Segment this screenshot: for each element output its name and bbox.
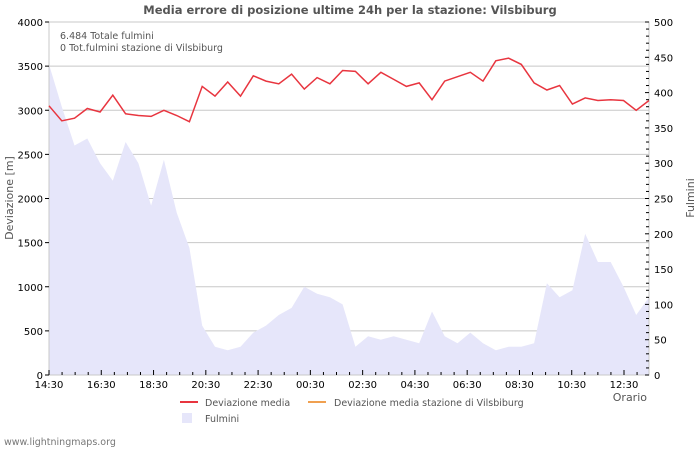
footer-link[interactable]: www.lightningmaps.org [4,437,116,448]
svg-text:16:30: 16:30 [87,380,116,391]
svg-text:18:30: 18:30 [139,380,168,391]
svg-text:2500: 2500 [18,150,43,161]
svg-text:400: 400 [654,89,673,100]
svg-text:08:30: 08:30 [505,380,534,391]
svg-text:250: 250 [654,195,673,206]
svg-text:3500: 3500 [18,62,43,73]
legend-label-station: Deviazione media stazione di Vilsbiburg [334,398,524,409]
legend-label-deviazione: Deviazione media [205,398,290,409]
svg-text:2000: 2000 [18,195,43,206]
svg-text:06:30: 06:30 [453,380,482,391]
svg-text:150: 150 [654,265,673,276]
svg-text:450: 450 [654,53,673,64]
svg-text:14:30: 14:30 [35,380,64,391]
svg-text:10:30: 10:30 [557,380,586,391]
svg-text:12:30: 12:30 [610,380,639,391]
y2-axis-title: Fulmini [684,178,697,218]
svg-text:0: 0 [37,371,43,382]
legend: Deviazione media Deviazione media stazio… [180,398,524,425]
x-axis: 14:30 16:30 18:30 20:30 22:30 00:30 02:30 04:30… [35,370,639,391]
chart-title: Media errore di posizione ultime 24h per… [143,3,557,17]
right-y-axis: 0 50 100 150 200 250 300 350 400 450 500 [645,18,673,382]
x-axis-title: Orario [613,391,648,404]
svg-text:22:30: 22:30 [244,380,273,391]
fulmini-area [49,64,649,376]
svg-text:200: 200 [654,230,673,241]
deviazione-line [48,57,650,123]
svg-text:04:30: 04:30 [400,380,429,391]
svg-text:00:30: 00:30 [296,380,325,391]
legend-label-fulmini: Fulmini [205,414,239,425]
svg-text:4000: 4000 [18,18,43,29]
svg-text:3000: 3000 [18,106,43,117]
total-strikes-annotation: 6.484 Totale fulmini [60,31,154,42]
svg-text:0: 0 [654,371,660,382]
svg-text:500: 500 [24,327,43,338]
svg-text:02:30: 02:30 [348,380,377,391]
svg-text:1500: 1500 [18,239,43,250]
svg-text:100: 100 [654,300,673,311]
station-strikes-annotation: 0 Tot.fulmini stazione di Vilsbiburg [60,43,223,54]
svg-text:300: 300 [654,159,673,170]
svg-text:500: 500 [654,18,673,29]
svg-text:1000: 1000 [18,283,43,294]
svg-text:350: 350 [654,124,673,135]
left-y-axis: 0 500 1000 1500 2000 2500 3000 3500 4000 [18,18,49,382]
svg-text:50: 50 [654,336,667,347]
legend-swatch-fulmini [182,413,192,423]
y-axis-title: Deviazione [m] [3,156,16,240]
svg-text:20:30: 20:30 [191,380,220,391]
